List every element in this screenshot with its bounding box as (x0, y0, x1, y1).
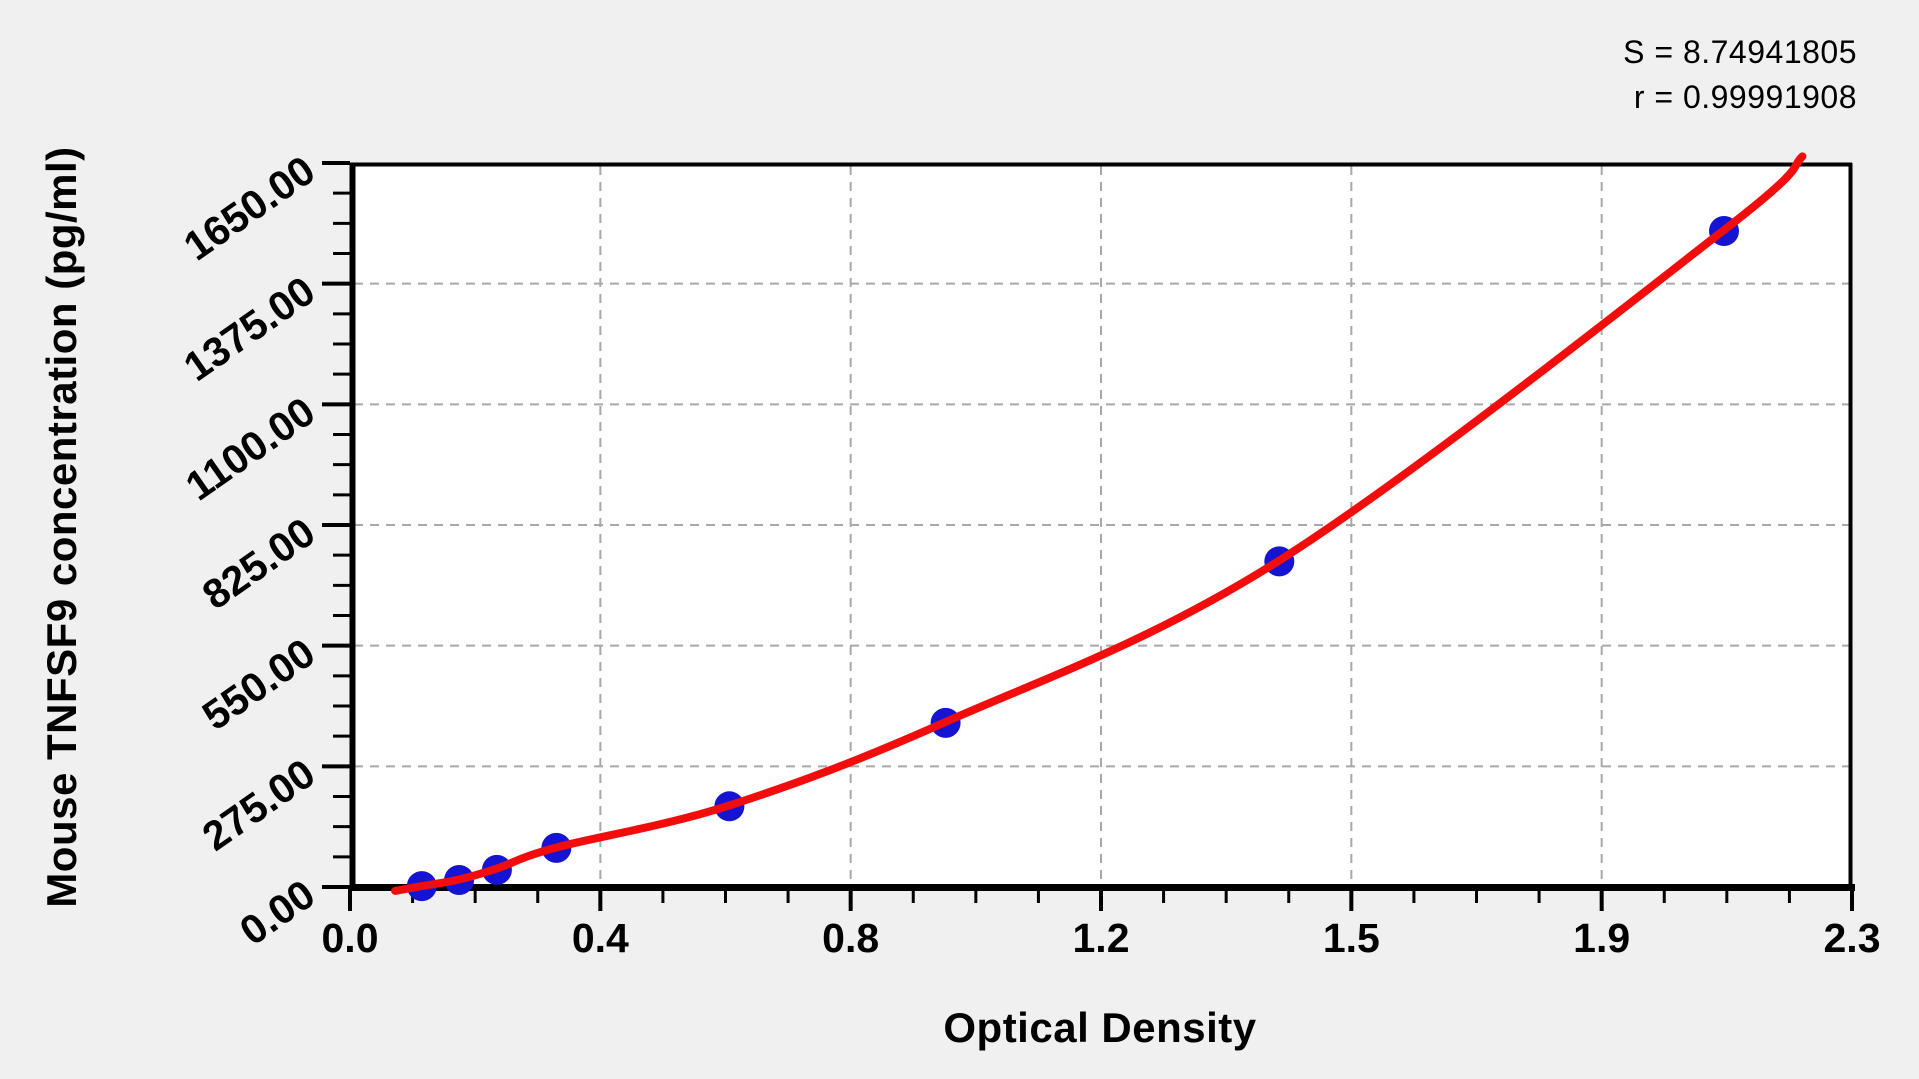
x-tick-label: 1.5 (1323, 915, 1380, 961)
x-tick-label: 2.3 (1824, 915, 1881, 961)
stat-r-value: r = 0.99991908 (1633, 79, 1857, 115)
fit-curve (391, 152, 1807, 895)
stat-s-value: S = 8.74941805 (1623, 34, 1857, 70)
y-tick-label: 1100.00 (177, 388, 323, 509)
x-tick-label: 1.2 (1073, 915, 1130, 961)
y-tick-label: 0.00 (231, 871, 323, 954)
x-tick-label: 0.4 (572, 915, 629, 961)
y-tick-label: 1375.00 (175, 267, 323, 390)
y-tick-label: 825.00 (194, 509, 323, 619)
x-axis-title: Optical Density (943, 1004, 1257, 1051)
x-tick-label: 0.0 (322, 915, 379, 961)
x-tick-label: 1.9 (1573, 915, 1630, 961)
y-tick-label: 550.00 (194, 629, 323, 739)
y-tick-label: 275.00 (194, 750, 323, 860)
y-axis-title: Mouse TNFSF9 concentration (pg/ml) (38, 146, 85, 908)
y-tick-label: 1650.00 (175, 147, 323, 270)
fit-statistics: S = 8.74941805 r = 0.99991908 (1623, 30, 1857, 120)
x-tick-label: 0.8 (822, 915, 879, 961)
